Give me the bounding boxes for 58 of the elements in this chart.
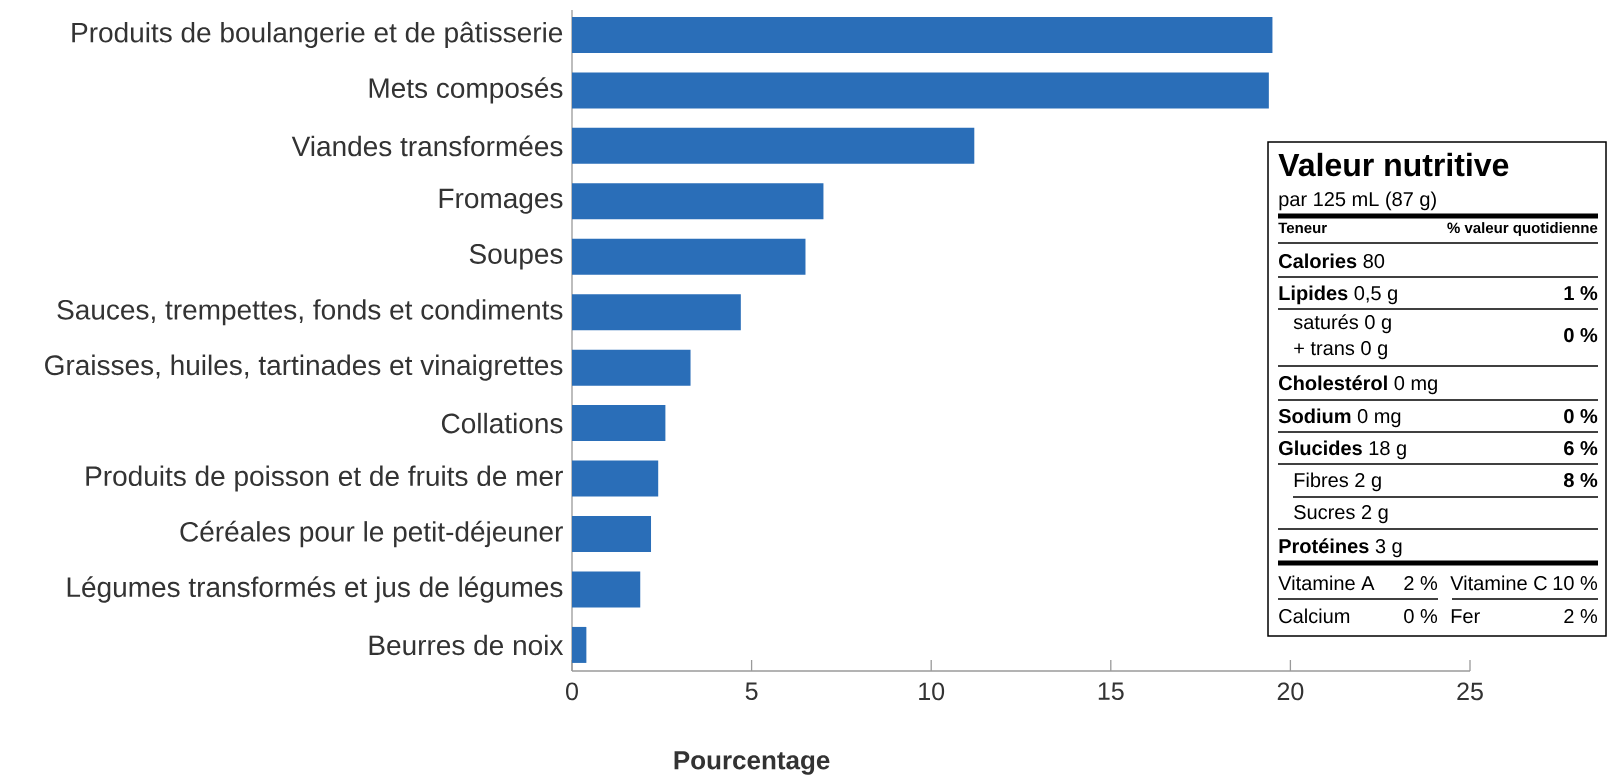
bar: [572, 405, 666, 442]
text: 0 %: [1564, 409, 1598, 424]
annotation: saturés 0 g: [1293, 314, 1391, 334]
annotation: + trans 0 g: [1294, 341, 1387, 360]
bar: [572, 294, 741, 331]
x-tick-label: 25: [1457, 682, 1483, 701]
annotation: Glucides 18 g: [1279, 440, 1406, 460]
text: 8 %: [1563, 473, 1598, 488]
annotation: Calcium: [1279, 608, 1350, 624]
bar: [572, 16, 1273, 53]
x-tick-label: 5: [745, 682, 758, 700]
y-tick-label: Beurres de noix: [369, 634, 564, 656]
text: 10 %: [1553, 576, 1598, 591]
annotation: Vitamine A: [1278, 575, 1375, 591]
annotation: Cholestérol 0 mg: [1279, 375, 1437, 395]
bar: [572, 238, 806, 275]
annotation: 2 %: [1404, 576, 1438, 591]
text: par 125 mL (87 g): [1279, 191, 1436, 211]
annotation: Fer: [1451, 609, 1480, 624]
text: Valeur nutritive: [1278, 152, 1509, 177]
bar: [572, 183, 824, 220]
annotation: % valeur quotidienne: [1447, 222, 1598, 237]
bar: [572, 626, 587, 663]
x-tick-label: 0: [566, 682, 578, 701]
x-tick-label: 15: [1098, 682, 1124, 700]
y-tick-label: Produits de boulangerie et de pâtisserie: [72, 21, 563, 49]
annotation: Sucres 2 g: [1294, 505, 1388, 524]
text: 6 %: [1564, 441, 1598, 456]
annotation: Teneur: [1278, 222, 1327, 234]
bar: [572, 127, 975, 164]
x-axis-title: Pourcentage: [674, 751, 830, 775]
y-tick-label: Soupes: [469, 244, 563, 270]
bar: [572, 516, 652, 553]
y-tick-label: Céréales pour le petit-déjeuner: [180, 520, 563, 548]
y-tick-label: Produits de poisson et de fruits de mer: [86, 465, 563, 492]
y-tick-label: Graisses, huiles, tartinades et vinaigrettes: [45, 354, 563, 381]
text: 2 %: [1564, 609, 1598, 624]
annotation: 0 %: [1404, 609, 1438, 624]
annotation: Fibres 2 g: [1294, 472, 1381, 492]
annotation: Vitamine C: [1450, 575, 1547, 591]
text: 1 %: [1564, 286, 1598, 301]
x-tick-label: 20: [1277, 682, 1304, 701]
annotation: Sodium 0 mg: [1278, 408, 1401, 428]
y-tick-label: Légumes transformés et jus de légumes: [67, 576, 563, 603]
y-tick-label: Mets composés: [369, 77, 563, 104]
x-tick-label: 10: [919, 682, 945, 701]
bar: [572, 571, 641, 608]
y-tick-label: Collations: [441, 412, 563, 434]
annotation: Lipides 0,5 g: [1279, 285, 1397, 305]
annotation: Protéines 3 g: [1279, 538, 1402, 558]
y-tick-label: Fromages: [439, 188, 563, 214]
bar: [572, 72, 1269, 109]
y-tick-label: Sauces, trempettes, fonds et condiments: [57, 299, 563, 326]
bar: [572, 349, 691, 386]
text: 0 %: [1564, 328, 1598, 343]
bar: [572, 460, 659, 497]
annotation: Calories 80: [1279, 253, 1385, 269]
y-tick-label: Viandes transformées: [291, 135, 563, 157]
